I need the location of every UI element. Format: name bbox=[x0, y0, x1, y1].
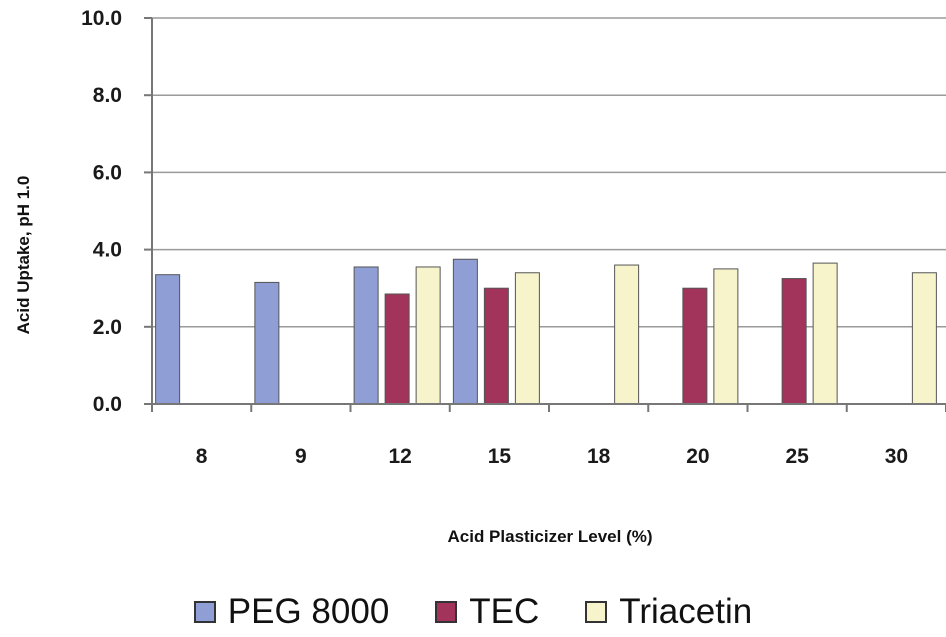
legend-label-peg-8000: PEG 8000 bbox=[227, 592, 390, 631]
bar-triacetin-15 bbox=[514, 272, 540, 405]
legend-swatch-tec bbox=[435, 601, 458, 623]
bar-peg-8000-12 bbox=[353, 266, 379, 405]
legend: PEG 8000 TEC Triacetin bbox=[0, 588, 946, 636]
bar-triacetin-12 bbox=[415, 266, 441, 405]
bars bbox=[155, 258, 937, 405]
bar-tec-25 bbox=[781, 278, 807, 405]
x-tick-label: 18 bbox=[587, 445, 611, 468]
axes bbox=[144, 17, 946, 412]
bar-tec-15 bbox=[483, 287, 509, 405]
y-tick-label: 10.0 bbox=[81, 7, 122, 30]
bar-tec-20 bbox=[682, 287, 708, 405]
bar-tec-12 bbox=[384, 293, 410, 405]
y-tick-label: 2.0 bbox=[93, 316, 122, 339]
bar-triacetin-18 bbox=[614, 264, 640, 405]
x-axis-title: Acid Plasticizer Level (%) bbox=[447, 527, 652, 546]
bar-triacetin-25 bbox=[812, 262, 838, 405]
x-tick-label: 30 bbox=[885, 445, 908, 468]
y-tick-label: 0.0 bbox=[93, 393, 122, 416]
x-tick-label: 12 bbox=[388, 445, 411, 468]
x-tick-label: 9 bbox=[295, 445, 307, 468]
y-tick-label: 8.0 bbox=[93, 84, 122, 107]
bar-triacetin-20 bbox=[713, 268, 739, 405]
legend-item-tec: TEC bbox=[435, 592, 539, 632]
legend-item-triacetin: Triacetin bbox=[585, 592, 752, 632]
x-tick-label: 8 bbox=[196, 445, 208, 468]
legend-item-peg-8000: PEG 8000 bbox=[193, 592, 390, 632]
bar-triacetin-30 bbox=[911, 272, 937, 405]
y-tick-labels: 0.0 2.0 4.0 6.0 8.0 10.0 bbox=[81, 7, 122, 416]
x-tick-label: 25 bbox=[785, 445, 809, 468]
legend-swatch-triacetin bbox=[585, 601, 608, 623]
x-tick-labels: 8 9 12 15 18 20 25 30 bbox=[196, 445, 908, 468]
legend-label-tec: TEC bbox=[469, 592, 540, 631]
x-tick-label: 20 bbox=[686, 445, 709, 468]
bar-peg-8000-15 bbox=[452, 258, 478, 405]
x-tick-label: 15 bbox=[488, 445, 512, 468]
bar-peg-8000-8 bbox=[155, 274, 181, 405]
y-tick-label: 4.0 bbox=[93, 239, 122, 262]
y-axis-title: Acid Uptake, pH 1.0 bbox=[14, 176, 33, 335]
y-tick-label: 6.0 bbox=[93, 161, 122, 184]
bar-peg-8000-9 bbox=[254, 281, 280, 405]
chart: 0.0 2.0 4.0 6.0 8.0 10.0 8 9 12 15 18 20 25 30 Acid … bbox=[14, 7, 946, 546]
legend-label-triacetin: Triacetin bbox=[619, 592, 753, 631]
legend-swatch-peg-8000 bbox=[193, 601, 216, 623]
